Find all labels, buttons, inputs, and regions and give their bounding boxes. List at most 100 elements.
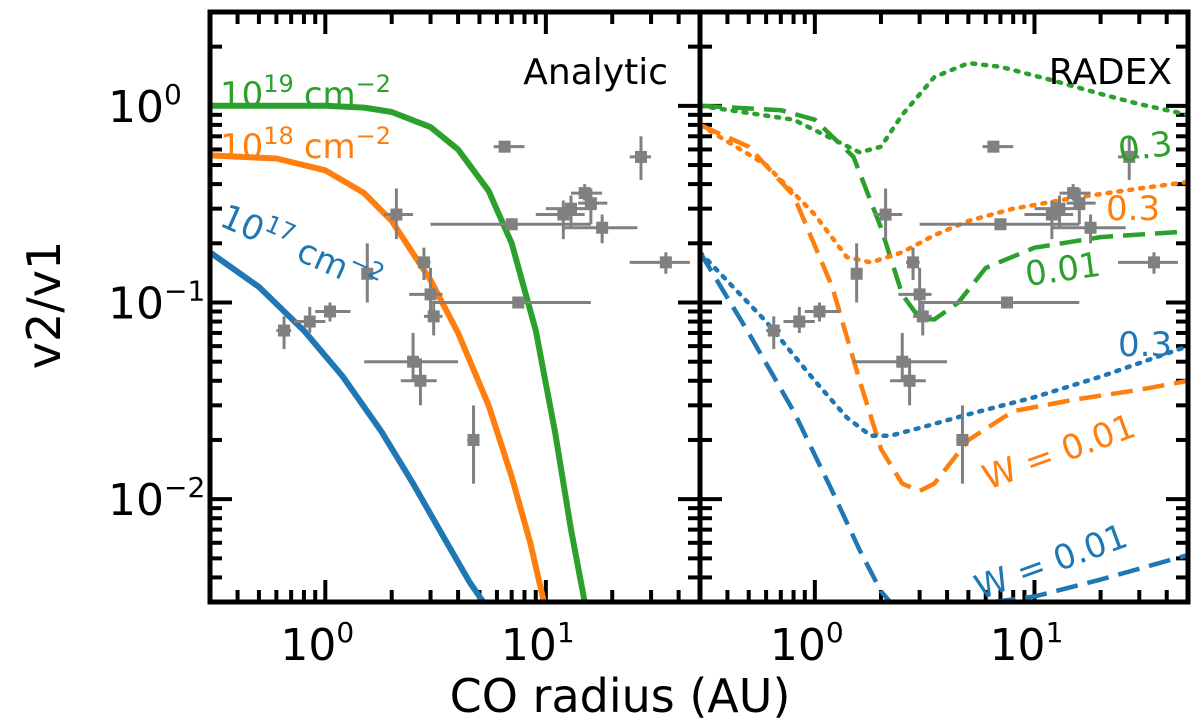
right-data-point	[804, 302, 840, 322]
y-tick-label: 100	[108, 78, 182, 133]
data-marker	[407, 355, 420, 368]
data-marker	[584, 197, 597, 210]
x-tick-label: 100	[280, 616, 354, 671]
right-data-point	[1051, 214, 1126, 244]
left-data-point	[629, 252, 690, 274]
tick-base: 10	[990, 620, 1046, 671]
right-data-point	[853, 332, 948, 381]
panel-radex: RADEX 0.3 0.3 0.01 0.3 W = 0.01 W = 0.01	[697, 9, 1191, 608]
tick-exponent: 0	[164, 78, 182, 111]
right-axes-frame	[697, 9, 1191, 605]
label-1e17: 1017cm−2	[214, 192, 389, 303]
right-data-point	[1059, 184, 1091, 201]
y-axis-label: v2/v1	[17, 241, 71, 369]
left-data-point	[535, 200, 585, 240]
label-1e19-base: 10	[220, 75, 263, 115]
label-1e19-unit: cm	[304, 75, 356, 115]
left-series-2	[210, 102, 588, 602]
right-series-4	[700, 250, 1188, 439]
data-marker	[1123, 150, 1136, 163]
label-1e18: 1018 cm−2	[220, 122, 391, 167]
tick-exponent: −2	[164, 471, 205, 504]
label-orange-dotted: 0.3	[1106, 189, 1160, 229]
data-marker	[913, 288, 926, 301]
tick-base: 10	[108, 82, 164, 133]
left-data-point	[276, 316, 292, 350]
data-marker	[1084, 221, 1097, 234]
right-data-point	[956, 405, 969, 484]
label-1e18-unit-exp: −2	[356, 122, 391, 150]
tick-exponent: 0	[336, 616, 354, 649]
data-marker	[427, 310, 440, 323]
label-1e19-exp: 19	[263, 70, 294, 98]
data-marker	[417, 256, 430, 269]
left-data-point	[361, 243, 374, 303]
left-data-point	[293, 306, 326, 333]
left-data-point	[563, 214, 638, 244]
left-data-point	[570, 184, 603, 201]
panel-analytic: Analytic 1019 cm−2 1018 cm−2 1017cm−2	[207, 9, 703, 605]
label-1e18-exp: 18	[263, 122, 294, 150]
data-marker	[956, 433, 969, 446]
tick-base: 10	[501, 620, 557, 671]
data-marker	[414, 374, 427, 387]
tick-base: 10	[770, 620, 826, 671]
label-blue-dashed: W = 0.01	[969, 516, 1133, 608]
right-data-points	[766, 136, 1178, 484]
right-data-point	[905, 247, 920, 281]
right-data-point	[1117, 136, 1140, 180]
data-marker	[767, 324, 780, 337]
data-marker	[578, 187, 591, 200]
right-series-5	[700, 251, 892, 602]
data-marker	[850, 267, 863, 280]
left-data-point	[416, 247, 431, 281]
data-marker	[1053, 202, 1066, 215]
left-data-point	[578, 188, 608, 225]
label-green-dotted: 0.3	[1116, 124, 1175, 171]
right-series-0	[700, 60, 1188, 155]
left-data-point	[629, 136, 652, 180]
data-marker	[994, 218, 1007, 231]
label-1e17-base: 10	[214, 197, 270, 251]
data-marker	[512, 296, 525, 309]
data-marker	[634, 150, 647, 163]
x-tick-label: 100	[770, 616, 844, 671]
label-1e18-base: 10	[220, 127, 263, 167]
left-data-point	[400, 358, 437, 406]
data-marker	[424, 288, 437, 301]
left-data-point	[315, 302, 351, 322]
data-marker	[813, 305, 826, 318]
data-marker	[793, 315, 806, 328]
left-series-group	[210, 102, 588, 602]
right-data-point	[1066, 188, 1096, 225]
x-tick-labels: 100 101 100 101	[280, 616, 1063, 671]
y-tick-label: 10−1	[108, 275, 205, 330]
data-marker	[505, 218, 518, 231]
right-data-point	[913, 302, 932, 336]
right-data-point	[919, 296, 1080, 309]
tick-exponent: −1	[164, 275, 205, 308]
right-series-group	[700, 60, 1188, 602]
data-marker	[303, 315, 316, 328]
tick-base: 10	[108, 475, 164, 526]
data-marker	[1001, 296, 1014, 309]
right-data-point	[850, 243, 863, 303]
right-data-point	[783, 306, 815, 333]
data-marker	[896, 355, 909, 368]
panel-title-radex: RADEX	[1049, 52, 1172, 93]
data-marker	[323, 305, 336, 318]
right-data-point	[982, 140, 1014, 153]
right-data-point	[890, 358, 926, 406]
data-marker	[564, 202, 577, 215]
right-data-point	[766, 316, 781, 350]
tick-base: 10	[280, 620, 336, 671]
label-1e18-unit: cm	[304, 127, 356, 167]
data-marker	[659, 256, 672, 269]
right-series-3	[700, 122, 1188, 494]
data-marker	[361, 267, 374, 280]
label-1e19: 1019 cm−2	[220, 70, 391, 115]
data-marker	[907, 256, 920, 269]
data-marker	[1147, 256, 1160, 269]
